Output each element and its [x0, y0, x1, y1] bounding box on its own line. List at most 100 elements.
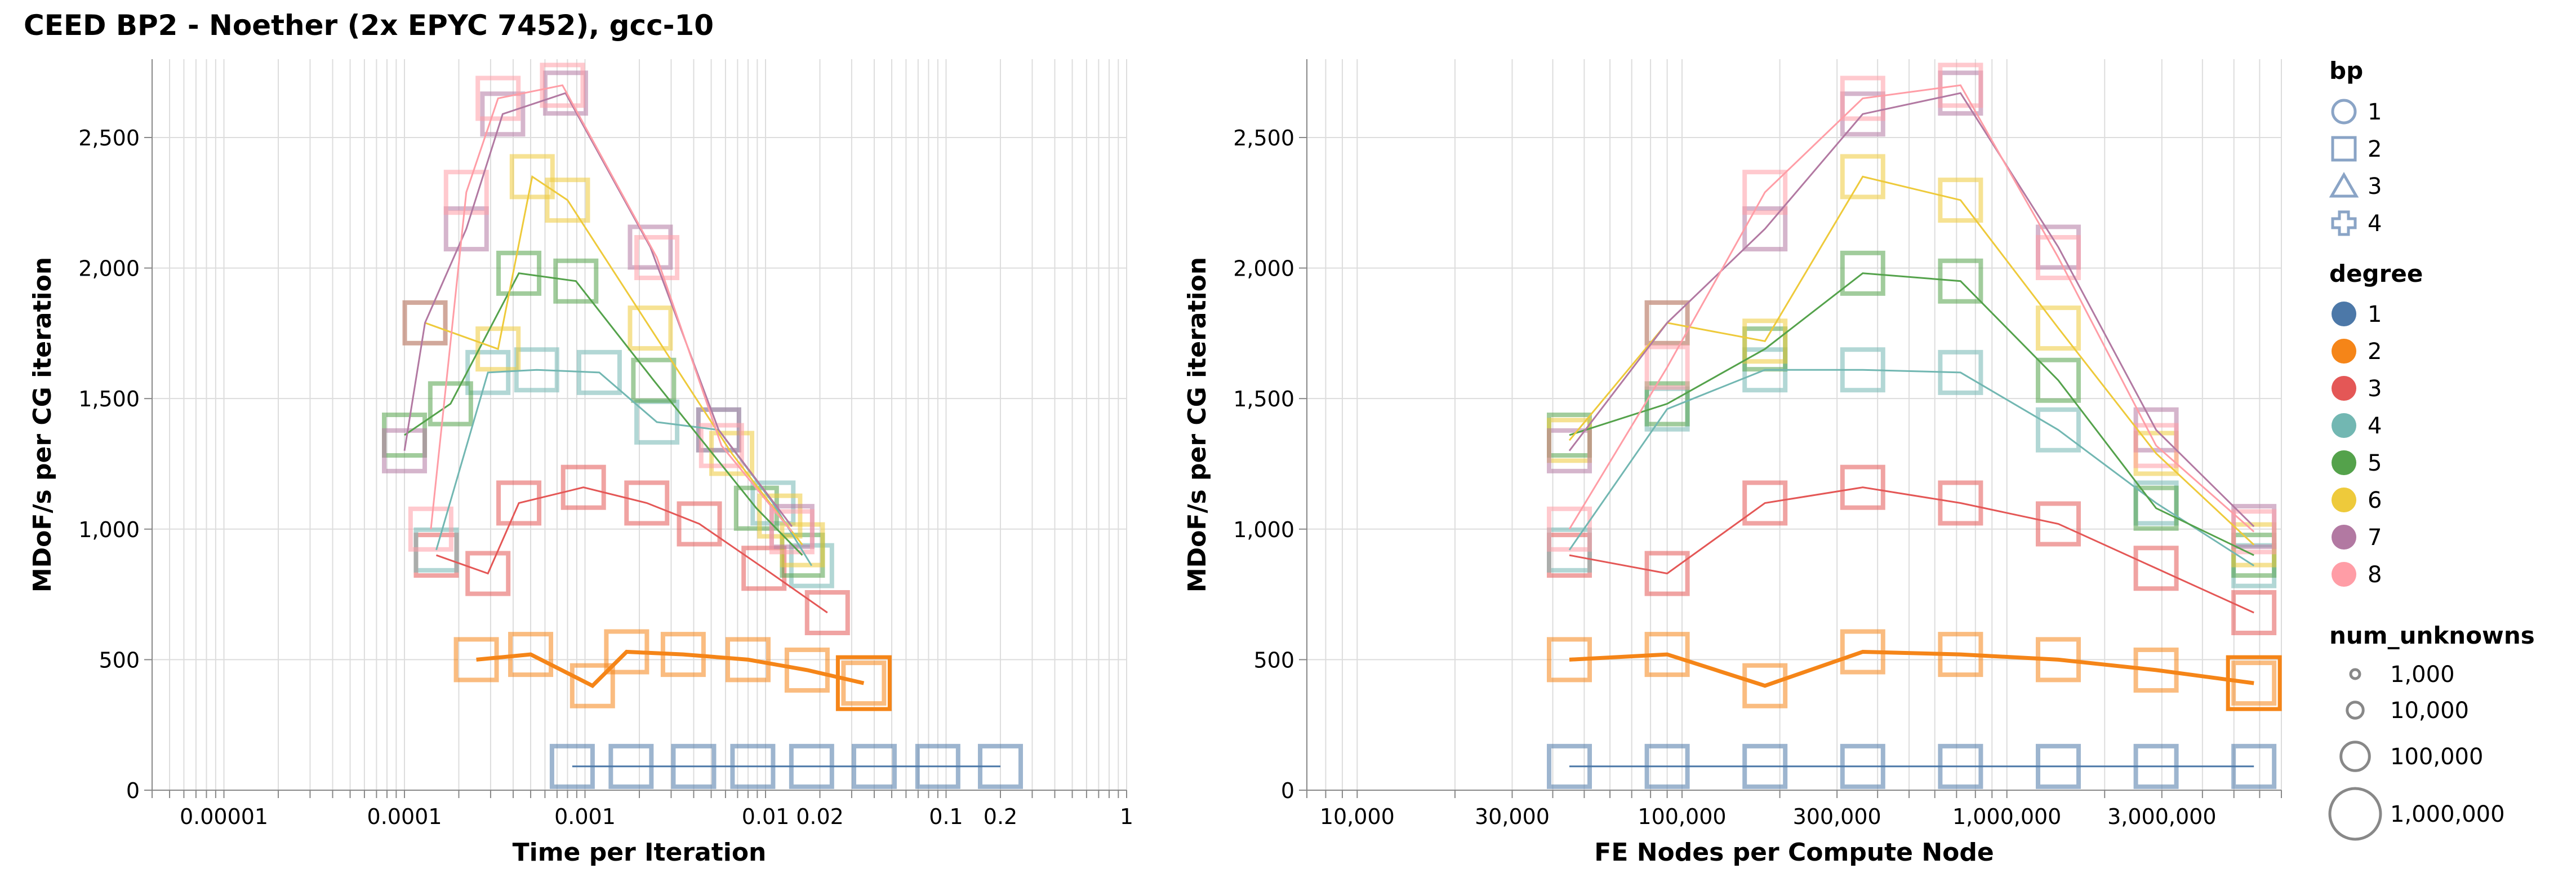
series-line-degree-8 — [1568, 84, 2255, 533]
data-point — [509, 154, 555, 200]
series-line-degree-7 — [403, 92, 793, 528]
series-line-degree-6 — [424, 175, 803, 546]
x-tick-label: 10,000 — [1320, 804, 1395, 829]
y-tick-label: 2,000 — [1233, 256, 1294, 281]
data-point — [677, 501, 722, 547]
data-point — [408, 506, 453, 552]
x-tick-label: 30,000 — [1475, 804, 1550, 829]
data-point — [1742, 318, 1788, 364]
legend-degree-title: degree — [2329, 260, 2423, 287]
legend-color-swatch-icon — [2332, 302, 2356, 326]
x-axis-title: FE Nodes per Compute Node — [1594, 838, 1994, 867]
data-point — [1840, 154, 1885, 200]
series-line-degree-8 — [430, 84, 793, 533]
legend-num-unknowns-label: 100,000 — [2390, 744, 2483, 770]
x-tick-label: 1 — [1120, 804, 1133, 829]
x-tick-label: 100,000 — [1638, 804, 1726, 829]
data-point — [475, 326, 521, 372]
legend-degree-label: 8 — [2368, 562, 2382, 588]
chart-panel-2: 0 500 1,000 1,500 2,000 2,500 10,000 30,000 100,… — [1183, 59, 2282, 867]
legend-color-swatch-icon — [2332, 488, 2356, 512]
legend-size-circle-icon — [2339, 741, 2371, 772]
data-point — [757, 493, 803, 539]
x-tick-label: 1,000,000 — [1952, 804, 2061, 829]
data-point — [1938, 258, 1983, 304]
legend-num-unknowns-label: 1,000 — [2390, 662, 2455, 688]
data-point — [628, 305, 673, 351]
x-tick-label: 0.1 — [929, 804, 963, 829]
data-point — [443, 206, 489, 252]
x-tick-label: 3,000,000 — [2107, 804, 2216, 829]
legend-triangle-icon — [2329, 172, 2359, 198]
data-point — [496, 250, 542, 296]
data-point — [2035, 501, 2081, 547]
legend-color-swatch-icon — [2332, 413, 2356, 438]
data-point — [1644, 344, 1690, 390]
x-tick-label: 0.2 — [984, 804, 1017, 829]
data-point — [2133, 423, 2179, 468]
data-point — [1938, 480, 1983, 526]
data-point — [1742, 480, 1788, 526]
data-point — [465, 551, 511, 596]
data-point — [560, 464, 606, 510]
legend-color-swatch-icon — [2332, 562, 2356, 587]
data-point — [624, 480, 670, 526]
series-line-degree-7 — [1568, 92, 2255, 528]
legend-bp-label: 2 — [2368, 136, 2382, 162]
data-point — [496, 480, 542, 526]
series-line-degree-5 — [404, 272, 803, 556]
legend-color-swatch-icon — [2332, 339, 2356, 364]
data-point — [634, 235, 680, 281]
data-point — [382, 428, 428, 473]
series-line-degree-4 — [1568, 369, 2255, 566]
data-point — [402, 300, 448, 345]
legend-num-unknowns-label: 10,000 — [2390, 698, 2469, 724]
data-point — [540, 63, 585, 108]
data-point — [1742, 170, 1788, 215]
data-point — [443, 170, 489, 215]
legend-bp-label: 3 — [2368, 174, 2382, 200]
data-point — [1644, 300, 1690, 345]
series-line-degree-6 — [1568, 175, 2255, 546]
data-point — [2035, 235, 2081, 281]
data-point — [1644, 381, 1690, 427]
data-point — [804, 590, 850, 636]
data-point — [553, 258, 599, 304]
data-point — [2035, 305, 2081, 351]
y-tick-label: 1,500 — [78, 387, 140, 411]
x-tick-label: 0.001 — [554, 804, 616, 829]
series-line-degree-2 — [476, 649, 865, 688]
chart-panel-1: 0 500 1,000 1,500 2,000 2,500 0.00001 0.0001 0.0… — [28, 59, 1133, 867]
legend-degree-label: 3 — [2368, 376, 2382, 402]
data-point-highlight — [2226, 655, 2282, 711]
data-point — [1742, 663, 1788, 708]
data-point — [628, 224, 673, 270]
y-tick-label: 500 — [1253, 648, 1294, 672]
legend-square-icon — [2331, 136, 2357, 162]
data-point — [2035, 407, 2081, 453]
legend-color-swatch-icon — [2332, 525, 2356, 550]
data-point — [2231, 590, 2277, 636]
legend-degree-label: 5 — [2368, 450, 2382, 476]
x-tick-label: 0.00001 — [180, 804, 268, 829]
legend-degree-label: 6 — [2368, 488, 2382, 513]
legend-degree-label: 1 — [2368, 302, 2382, 327]
data-point — [696, 407, 741, 453]
x-tick-label: 300,000 — [1793, 804, 1881, 829]
y-tick-label: 2,500 — [1233, 126, 1294, 150]
data-point — [1938, 63, 1983, 108]
legend-degree-label: 2 — [2368, 339, 2382, 365]
data-point — [545, 178, 590, 223]
x-axis-title: Time per Iteration — [513, 838, 767, 867]
legend-degree-label: 4 — [2368, 413, 2382, 439]
series-degree-7-markers — [382, 70, 815, 550]
series-degree-8-markers — [1547, 63, 2277, 555]
legend-cross-icon — [2331, 210, 2357, 236]
data-point — [475, 76, 521, 121]
x-gridlines — [152, 59, 1127, 790]
x-tick-label: 0.02 — [796, 804, 844, 829]
y-tick-label: 0 — [1281, 778, 1294, 803]
legend-bp-label: 4 — [2368, 211, 2382, 237]
legend-bp-title: bp — [2329, 57, 2363, 85]
